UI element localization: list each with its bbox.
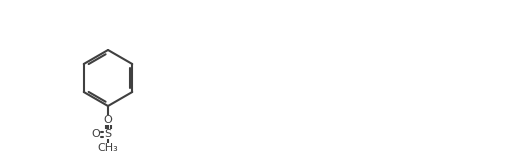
Text: O: O xyxy=(92,129,100,139)
Text: O: O xyxy=(104,115,113,125)
Text: S: S xyxy=(105,129,112,139)
Text: CH₃: CH₃ xyxy=(98,143,118,153)
Text: O: O xyxy=(104,115,113,125)
